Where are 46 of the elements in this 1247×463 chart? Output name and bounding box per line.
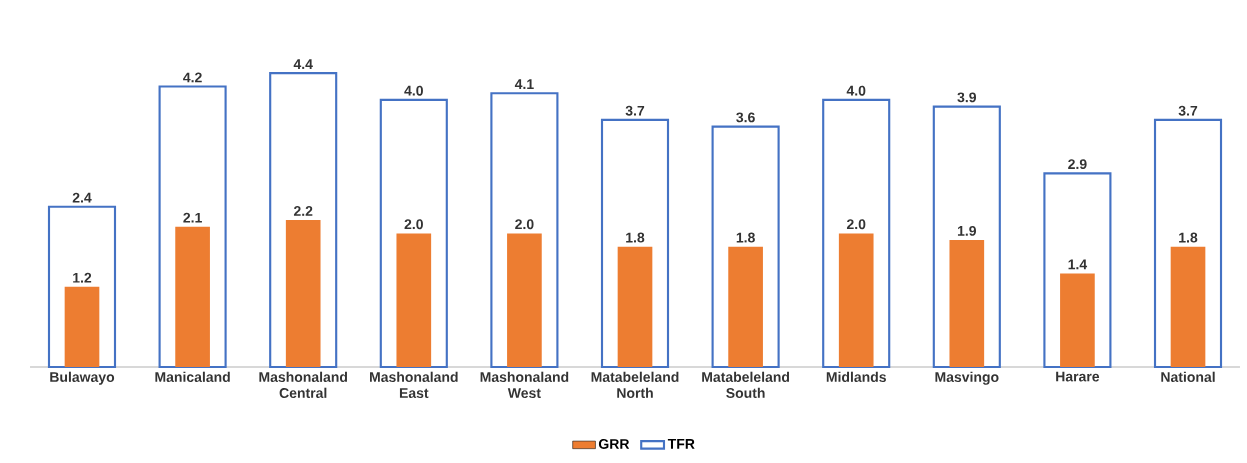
data-label: 3.6 (736, 112, 755, 123)
x-tick-label: Mashonaland East (370, 371, 458, 398)
legend-label: GRR (598, 438, 630, 449)
x-tick-label: National (1161, 371, 1215, 382)
bar (617, 246, 653, 367)
data-label: 4.1 (514, 79, 534, 89)
x-tick-label: Midlands (826, 371, 886, 382)
bar (507, 233, 542, 367)
data-label: 1.4 (1068, 259, 1088, 270)
x-tick-label: Matabeleland South (702, 371, 790, 398)
x-tick-label: Matabeleland North (591, 371, 679, 398)
data-label: 3.7 (1178, 105, 1198, 116)
data-label: 3.7 (625, 105, 645, 116)
bar (1060, 273, 1095, 367)
data-label: 1.9 (957, 225, 977, 236)
x-tick-label: Mashonaland Central (259, 371, 348, 398)
data-label: 4.0 (404, 85, 423, 96)
bar (838, 233, 874, 367)
data-label: 4.4 (293, 59, 313, 69)
bar (175, 226, 210, 367)
data-label: 2.4 (72, 192, 92, 203)
bar (728, 246, 763, 367)
data-label: 1.8 (736, 232, 755, 243)
bar (285, 220, 321, 367)
data-label: 4.0 (846, 85, 866, 96)
x-tick-label: Masvingo (935, 371, 999, 385)
data-label: 1.8 (626, 232, 645, 243)
data-label: 2.0 (515, 219, 534, 230)
x-tick-label: Bulawayo (50, 371, 115, 385)
data-label: 3.9 (957, 92, 977, 103)
x-tick-label: Manicaland (155, 371, 230, 382)
bar (64, 286, 100, 367)
data-label: 2.0 (404, 219, 423, 230)
data-label: 2.9 (1068, 159, 1087, 170)
bar (949, 240, 985, 367)
data-label: 2.0 (846, 219, 866, 230)
bar (396, 233, 432, 367)
data-label: 1.2 (73, 272, 92, 283)
data-label: 2.2 (293, 206, 313, 216)
data-label: 1.8 (1179, 232, 1198, 243)
x-tick-label: Mashonaland West (480, 371, 569, 398)
bar (1170, 246, 1206, 367)
data-label: 2.1 (183, 212, 202, 223)
data-label: 4.2 (183, 72, 202, 83)
x-tick-label: Harare (1056, 371, 1100, 382)
legend-label: TFR (667, 439, 695, 449)
